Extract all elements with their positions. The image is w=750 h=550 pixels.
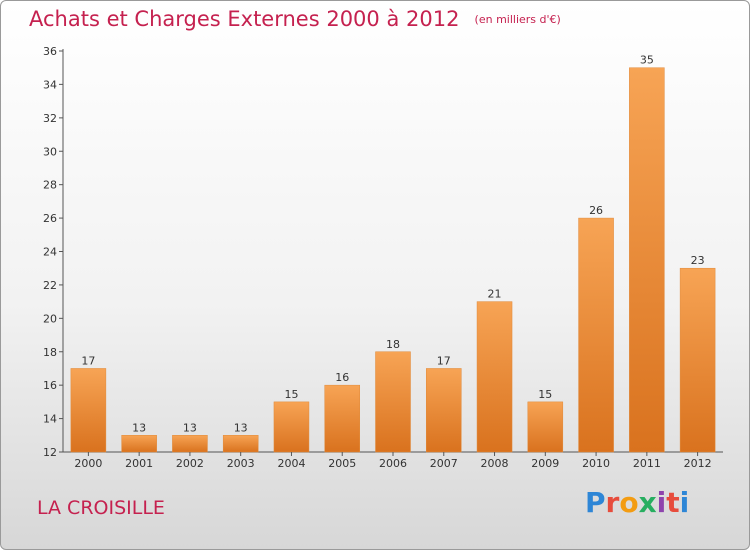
bar-value-label: 26 xyxy=(589,204,603,217)
bar-value-label: 13 xyxy=(234,421,248,434)
bar-value-label: 23 xyxy=(691,254,705,267)
chart-title: Achats et Charges Externes 2000 à 2012 (… xyxy=(29,7,561,31)
logo-letter: i xyxy=(679,486,690,519)
logo-letter: o xyxy=(619,486,639,519)
chart-unit-note: (en milliers d'€) xyxy=(474,13,561,26)
logo-letter: i xyxy=(656,486,667,519)
y-tick-label: 12 xyxy=(43,446,57,459)
bar-value-label: 13 xyxy=(183,421,197,434)
bar xyxy=(426,368,462,453)
x-tick-label: 2000 xyxy=(74,457,102,470)
y-tick-label: 30 xyxy=(43,145,57,158)
bar xyxy=(476,301,513,453)
x-tick-label: 2009 xyxy=(531,457,559,470)
bar-value-label: 18 xyxy=(386,338,400,351)
x-tick-label: 2004 xyxy=(277,457,305,470)
x-tick-label: 2001 xyxy=(125,457,153,470)
chart-title-text: Achats et Charges Externes 2000 à 2012 xyxy=(29,7,460,31)
x-tick-label: 2005 xyxy=(328,457,356,470)
y-tick-label: 26 xyxy=(43,212,57,225)
x-tick-label: 2008 xyxy=(481,457,509,470)
y-tick-label: 18 xyxy=(43,346,57,359)
y-tick-label: 32 xyxy=(43,112,57,125)
bar-value-label: 17 xyxy=(81,354,95,367)
y-tick-label: 14 xyxy=(43,413,57,426)
bar xyxy=(629,67,665,453)
y-tick-label: 16 xyxy=(43,379,57,392)
y-tick-label: 20 xyxy=(43,312,57,325)
bar xyxy=(324,384,360,453)
y-tick-label: 22 xyxy=(43,279,57,292)
bar-value-label: 15 xyxy=(538,388,552,401)
bar xyxy=(172,435,208,453)
bar xyxy=(222,435,259,453)
logo-letter: P xyxy=(585,486,606,519)
bar-value-label: 16 xyxy=(335,371,349,384)
logo-letter: t xyxy=(666,486,680,519)
bar xyxy=(273,401,310,453)
bar xyxy=(121,435,157,453)
logo-letter: r xyxy=(605,486,620,519)
x-tick-label: 2011 xyxy=(633,457,661,470)
y-tick-label: 24 xyxy=(43,246,57,259)
location-label: LA CROISILLE xyxy=(37,497,165,519)
bar-value-label: 13 xyxy=(132,421,146,434)
x-tick-label: 2012 xyxy=(684,457,712,470)
y-tick-label: 34 xyxy=(43,78,57,91)
bar-value-label: 35 xyxy=(640,54,654,67)
x-tick-label: 2010 xyxy=(582,457,610,470)
bar-value-label: 15 xyxy=(284,388,298,401)
y-tick-label: 28 xyxy=(43,179,57,192)
bar xyxy=(70,368,107,453)
x-tick-label: 2003 xyxy=(227,457,255,470)
proxiti-logo: Proxiti xyxy=(585,486,689,519)
bar-value-label: 21 xyxy=(488,288,502,301)
x-tick-label: 2002 xyxy=(176,457,204,470)
bar xyxy=(375,351,411,453)
bar xyxy=(527,401,564,453)
x-tick-label: 2007 xyxy=(430,457,458,470)
bar xyxy=(578,217,614,453)
y-tick-label: 36 xyxy=(43,45,57,58)
logo-letter: x xyxy=(638,486,657,519)
bar xyxy=(679,267,716,453)
x-tick-label: 2006 xyxy=(379,457,407,470)
bar-value-label: 17 xyxy=(437,354,451,367)
